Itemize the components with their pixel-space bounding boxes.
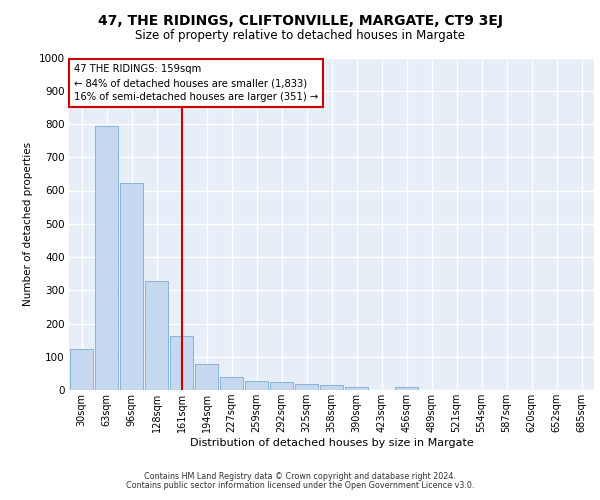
Bar (295, 384, 319, 390)
Bar (70, 350, 94, 390)
Bar (170, 336, 193, 390)
Bar (245, 381, 268, 390)
Text: 47, THE RIDINGS, CLIFTONVILLE, MARGATE, CT9 3EJ: 47, THE RIDINGS, CLIFTONVILLE, MARGATE, … (97, 14, 503, 28)
Bar (344, 386, 368, 390)
Bar (95, 126, 118, 390)
X-axis label: Distribution of detached houses by size in Margate: Distribution of detached houses by size … (190, 438, 473, 448)
Bar (145, 281, 169, 390)
Text: Contains public sector information licensed under the Open Government Licence v3: Contains public sector information licen… (126, 481, 474, 490)
Bar (220, 376, 244, 390)
Text: 47 THE RIDINGS: 159sqm
← 84% of detached houses are smaller (1,833)
16% of semi-: 47 THE RIDINGS: 159sqm ← 84% of detached… (74, 64, 318, 102)
Bar (320, 384, 343, 390)
Bar (395, 388, 418, 390)
Bar (269, 382, 293, 390)
Text: Size of property relative to detached houses in Margate: Size of property relative to detached ho… (135, 29, 465, 42)
Bar (119, 183, 143, 390)
Bar (194, 364, 218, 390)
Y-axis label: Number of detached properties: Number of detached properties (23, 142, 33, 306)
Text: Contains HM Land Registry data © Crown copyright and database right 2024.: Contains HM Land Registry data © Crown c… (144, 472, 456, 481)
